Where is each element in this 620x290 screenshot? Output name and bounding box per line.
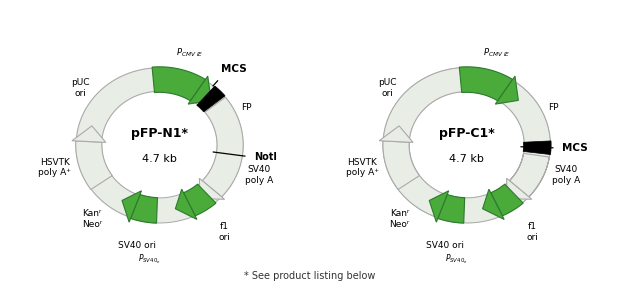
Polygon shape (507, 178, 532, 199)
Text: Kanʳ
Neoʳ: Kanʳ Neoʳ (82, 209, 102, 229)
Text: 4.7 kb: 4.7 kb (450, 154, 484, 164)
Polygon shape (76, 141, 112, 189)
Text: MCS: MCS (562, 143, 588, 153)
Text: SV40 ori: SV40 ori (426, 241, 464, 250)
Text: pFP-C1*: pFP-C1* (439, 127, 495, 140)
Polygon shape (188, 76, 211, 104)
Text: $P_{SV40_e}$: $P_{SV40_e}$ (138, 253, 161, 266)
Polygon shape (482, 189, 504, 220)
Polygon shape (131, 195, 157, 223)
Text: $\it{P}_{CMV\ IE}$: $\it{P}_{CMV\ IE}$ (483, 47, 511, 59)
Polygon shape (490, 184, 523, 216)
Text: 4.7 kb: 4.7 kb (142, 154, 177, 164)
Text: SV40
poly A: SV40 poly A (552, 165, 580, 185)
Polygon shape (438, 193, 502, 223)
Text: pUC
ori: pUC ori (71, 78, 90, 97)
Polygon shape (495, 76, 518, 104)
Text: MCS: MCS (221, 64, 247, 75)
Text: Kanʳ
Neoʳ: Kanʳ Neoʳ (389, 209, 410, 229)
Polygon shape (122, 191, 141, 222)
Polygon shape (197, 86, 225, 112)
Polygon shape (202, 97, 243, 197)
Text: SV40
poly A: SV40 poly A (245, 165, 273, 185)
Polygon shape (383, 68, 550, 222)
Polygon shape (383, 68, 551, 222)
Text: SV40 ori: SV40 ori (118, 241, 156, 250)
Polygon shape (72, 126, 106, 142)
Text: $P_{SV40_e}$: $P_{SV40_e}$ (445, 253, 468, 266)
Text: $\it{P}_{CMV\ IE}$: $\it{P}_{CMV\ IE}$ (176, 47, 203, 59)
Text: * See product listing below: * See product listing below (244, 271, 376, 281)
Text: f1
ori: f1 ori (219, 222, 231, 242)
Polygon shape (152, 67, 205, 101)
Polygon shape (429, 191, 449, 222)
Polygon shape (438, 195, 465, 223)
Text: FP: FP (241, 103, 251, 112)
Polygon shape (523, 141, 551, 155)
Text: FP: FP (548, 103, 559, 112)
Polygon shape (175, 189, 197, 220)
Text: NotI: NotI (254, 152, 277, 162)
Polygon shape (131, 193, 195, 223)
Text: HSVTK
poly A⁺: HSVTK poly A⁺ (38, 158, 71, 177)
Polygon shape (383, 141, 420, 189)
Text: HSVTK
poly A⁺: HSVTK poly A⁺ (345, 158, 379, 177)
Text: pFP-N1*: pFP-N1* (131, 127, 188, 140)
Polygon shape (184, 184, 216, 216)
Text: f1
ori: f1 ori (526, 222, 538, 242)
Polygon shape (76, 68, 243, 222)
Polygon shape (200, 178, 224, 199)
Polygon shape (459, 67, 513, 101)
Text: pUC
ori: pUC ori (378, 78, 397, 97)
Polygon shape (379, 126, 413, 142)
